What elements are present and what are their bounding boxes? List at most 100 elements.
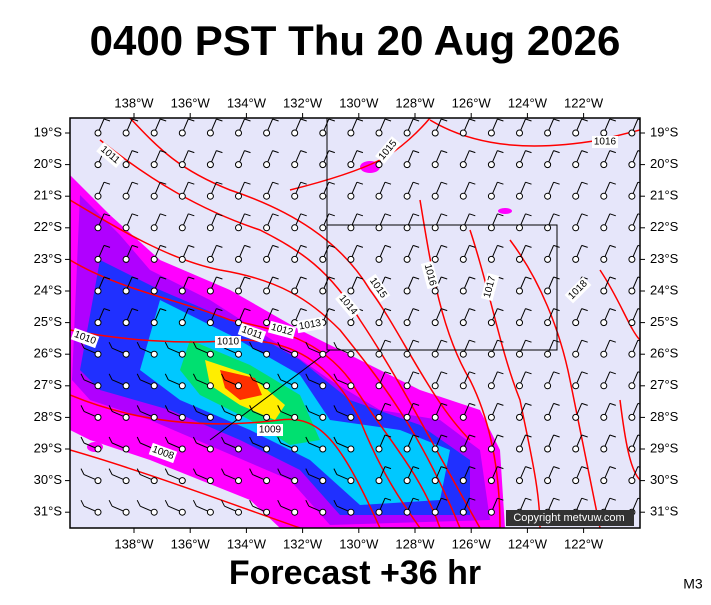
wind-barb [553, 339, 560, 343]
wind-barb [131, 276, 139, 280]
station [600, 161, 608, 169]
station [487, 382, 495, 390]
wind-barb [441, 371, 448, 375]
wind-barb [469, 244, 476, 248]
station [178, 508, 186, 516]
station [347, 192, 355, 200]
wind-barb [384, 466, 392, 470]
station [628, 319, 636, 327]
wind-barb [216, 181, 223, 185]
station [628, 350, 636, 358]
station [600, 350, 608, 358]
station [150, 224, 158, 232]
wind-barb [221, 468, 225, 475]
station [319, 350, 327, 358]
wind-barb [441, 118, 448, 122]
station [431, 224, 439, 232]
station [319, 192, 327, 200]
station [375, 382, 383, 390]
wind-barb [356, 150, 364, 154]
lat-label-right: 28°S [650, 409, 679, 424]
station [459, 192, 467, 200]
wind-barb [497, 244, 504, 248]
station [487, 192, 495, 200]
wind-barb [103, 118, 111, 122]
isobar-label-text: 1010 [217, 337, 240, 348]
station [487, 129, 495, 137]
wind-barb [188, 276, 195, 280]
station [206, 445, 214, 453]
wind-barb [553, 434, 560, 438]
station [235, 445, 242, 453]
station [375, 477, 383, 485]
station [572, 161, 580, 169]
lat-label-left: 19°S [34, 124, 63, 139]
wind-barb [333, 405, 338, 412]
station [319, 255, 327, 263]
wind-barb [609, 371, 616, 375]
wind-barb [356, 276, 364, 280]
wind-barb [305, 468, 310, 475]
wind-barb [497, 371, 504, 375]
wind-barb [221, 373, 225, 381]
station [291, 350, 299, 358]
station [544, 477, 552, 485]
isobar-label-box [237, 322, 267, 344]
wind-barb [412, 213, 420, 217]
station [403, 161, 411, 169]
station [487, 161, 495, 169]
station [178, 445, 186, 453]
station [431, 382, 439, 390]
isobar-label-box [257, 424, 283, 436]
lon-label-top: 122°W [564, 95, 604, 110]
station [375, 129, 383, 137]
wind-barb [188, 244, 195, 248]
wind-barb [333, 373, 338, 381]
wind-barb [469, 402, 476, 406]
wind-barb [469, 308, 476, 312]
wind-barb [553, 181, 560, 185]
station [319, 445, 327, 453]
wind-barb [328, 118, 335, 122]
station [403, 319, 411, 327]
wind-barb [328, 244, 335, 248]
station [122, 161, 130, 169]
wind-barb [249, 468, 254, 475]
wind-barb [272, 308, 279, 312]
wind-barb [609, 244, 616, 248]
wind-barb [553, 213, 560, 217]
wind-barb [637, 150, 640, 152]
station [600, 413, 608, 421]
wind-barb [637, 434, 640, 437]
isobar-label-box [592, 136, 618, 148]
wind-barb [525, 276, 532, 280]
station [235, 224, 242, 232]
station [291, 382, 299, 390]
wind-barb [525, 150, 532, 154]
wind-barb [272, 244, 279, 248]
wind-barb [244, 150, 251, 154]
wind-barb [384, 402, 392, 406]
wind-barb [525, 497, 532, 501]
lat-label-right: 26°S [650, 346, 679, 361]
wind-barb [441, 150, 448, 154]
boxes [209, 118, 558, 441]
wind-barb [192, 373, 197, 381]
wind-barb [164, 341, 169, 349]
station [628, 255, 636, 263]
station [516, 287, 523, 295]
wind-barb [637, 497, 640, 500]
station [94, 319, 102, 327]
wind-barb [581, 371, 588, 375]
wind-barb [333, 341, 338, 349]
station [122, 129, 130, 137]
wind-barb [249, 341, 254, 349]
isobar-label: 1017 [480, 272, 500, 302]
isobar-label-box [564, 276, 592, 304]
station [319, 161, 327, 169]
lat-label-right: 20°S [650, 156, 679, 171]
station [178, 319, 186, 327]
wind-barb [305, 499, 310, 507]
station [150, 508, 158, 516]
wind-barb [80, 499, 85, 507]
